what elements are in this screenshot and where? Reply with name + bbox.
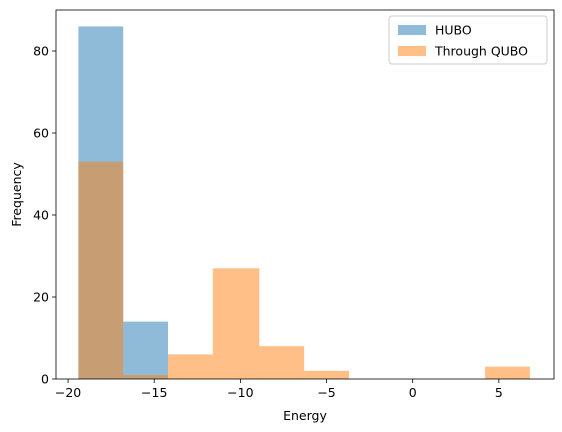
y-tick-label: 0 [41,372,49,387]
y-axis-ticks: 0 20 40 60 80 [33,44,56,387]
x-axis-ticks: −20 −15 −10 −5 0 5 [55,379,503,400]
y-tick-label: 60 [33,126,49,141]
legend: HUBO Through QUBO [388,15,548,65]
bar-series-1-bin-2 [168,354,213,379]
legend-swatch-hubo [398,25,426,35]
legend-label-hubo: HUBO [435,23,472,38]
bar-series-1-bin-3 [212,268,260,379]
x-tick-label: −20 [55,385,81,400]
legend-box [388,15,548,65]
bar-series-1-bin-0 [78,161,124,379]
bar-series-0-bin-1 [123,321,169,379]
x-tick-label: 5 [495,385,503,400]
x-tick-label: −15 [141,385,167,400]
x-tick-label: −5 [317,385,335,400]
histogram-bars [78,26,530,380]
x-tick-label: 0 [409,385,417,400]
legend-label-through-qubo: Through QUBO [434,44,528,59]
y-tick-label: 40 [33,208,49,223]
axes-frame [55,9,555,380]
bar-series-1-bin-1 [123,374,169,379]
y-tick-label: 80 [33,44,49,59]
legend-swatch-through-qubo [398,46,426,56]
bar-series-1-bin-4 [259,346,305,379]
bar-series-1-bin-5 [304,370,349,379]
bar-series-1-bin-9 [485,366,530,379]
x-tick-label: −10 [227,385,253,400]
y-axis-label: Frequency [9,162,24,227]
y-tick-label: 20 [33,290,49,305]
x-axis-label: Energy [283,408,327,423]
